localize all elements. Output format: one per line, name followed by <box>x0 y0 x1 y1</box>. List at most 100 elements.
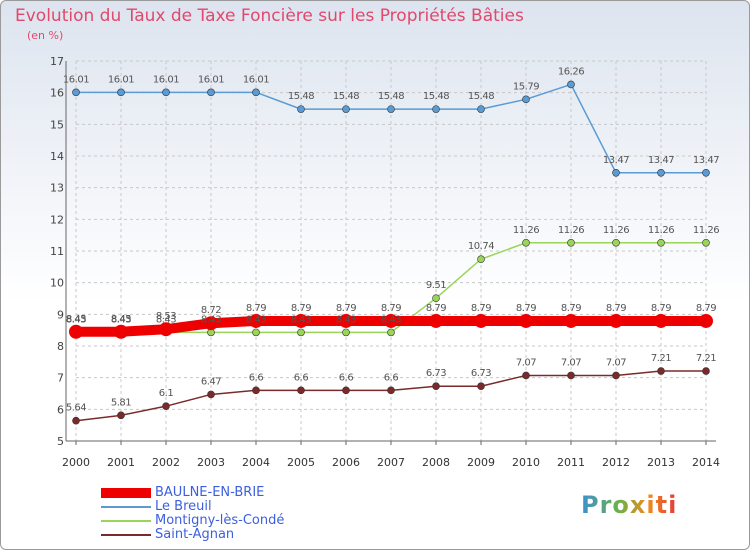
x-tick-label-2000: 2000 <box>62 456 90 469</box>
data-label-saint-agnan-2010: 7.07 <box>516 357 536 368</box>
legend-swatch-le-breuil <box>101 506 151 508</box>
data-label-le-breuil-2006: 15.48 <box>333 91 359 102</box>
data-label-montigny-les-conde-2014: 11.26 <box>693 225 719 236</box>
data-point-saint-agnan-2003 <box>207 390 215 399</box>
data-label-le-breuil-2012: 13.47 <box>603 155 629 166</box>
x-tick-label-2012: 2012 <box>602 456 630 469</box>
data-label-le-breuil-2013: 13.47 <box>648 155 674 166</box>
data-point-le-breuil-2007 <box>387 105 395 113</box>
data-label-le-breuil-2003: 16.01 <box>198 74 224 85</box>
data-label-le-breuil-2004: 16.01 <box>243 74 269 85</box>
y-axis-unit-label: (en %) <box>27 29 64 42</box>
legend-label-saint-agnan: Saint-Agnan <box>155 527 235 542</box>
series-layer <box>69 80 713 425</box>
data-point-le-breuil-2004 <box>252 88 260 97</box>
y-tick-label-7: 7 <box>57 372 64 385</box>
x-tick-label-2013: 2013 <box>647 456 675 469</box>
data-point-baulne-en-brie-2013 <box>654 313 668 328</box>
x-tick-label-2003: 2003 <box>197 456 225 469</box>
y-tick-label-15: 15 <box>50 118 64 131</box>
x-tick-label-2006: 2006 <box>332 456 360 469</box>
data-point-montigny-les-conde-2010 <box>522 238 530 247</box>
data-label-montigny-les-conde-2011: 11.26 <box>558 225 584 236</box>
data-point-montigny-les-conde-2009 <box>477 255 485 264</box>
y-tick-label-16: 16 <box>50 87 64 100</box>
data-point-montigny-les-conde-2014 <box>702 238 710 247</box>
data-point-saint-agnan-2001 <box>117 411 125 420</box>
y-tick-label-14: 14 <box>50 150 64 163</box>
data-label-le-breuil-2002: 16.01 <box>153 74 179 85</box>
data-point-le-breuil-2003 <box>207 88 215 97</box>
data-label-le-breuil-2011: 16.26 <box>558 66 584 77</box>
data-label-saint-agnan-2011: 7.07 <box>561 357 581 368</box>
data-point-saint-agnan-2009 <box>477 382 485 391</box>
data-point-saint-agnan-2002 <box>162 402 170 410</box>
data-point-le-breuil-2014 <box>702 168 710 177</box>
data-point-le-breuil-2013 <box>657 168 665 177</box>
data-point-saint-agnan-2000 <box>72 416 80 425</box>
legend-label-baulne-en-brie: BAULNE-EN-BRIE <box>155 485 265 500</box>
data-point-baulne-en-brie-2009 <box>474 313 488 328</box>
data-point-le-breuil-2008 <box>432 105 440 113</box>
data-point-baulne-en-brie-2004 <box>249 313 263 328</box>
data-label-montigny-les-conde-2000: 8.43 <box>66 314 86 325</box>
data-point-le-breuil-2012 <box>612 168 620 177</box>
y-tick-label-13: 13 <box>50 182 64 195</box>
x-tick-label-2001: 2001 <box>107 456 135 469</box>
data-point-montigny-les-conde-2012 <box>612 238 620 247</box>
data-label-montigny-les-conde-2003: 8.43 <box>201 314 221 325</box>
data-label-saint-agnan-2001: 5.81 <box>111 397 131 408</box>
data-label-saint-agnan-2012: 7.07 <box>606 357 626 368</box>
data-label-montigny-les-conde-2004: 8.43 <box>246 314 266 325</box>
data-label-saint-agnan-2009: 6.73 <box>471 368 491 379</box>
data-label-saint-agnan-2003: 6.47 <box>201 376 221 387</box>
axis-layer: 5 6 7 8 9 10 11 12 13 14 15 16 17 2000 2001 2002 2003 200… <box>50 55 720 469</box>
data-label-montigny-les-conde-2009: 10.74 <box>468 241 494 252</box>
data-point-saint-agnan-2007 <box>387 386 395 395</box>
data-point-montigny-les-conde-2006 <box>342 328 350 337</box>
data-point-saint-agnan-2006 <box>342 386 350 395</box>
y-tick-label-6: 6 <box>57 403 64 416</box>
data-label-montigny-les-conde-2010: 11.26 <box>513 225 539 236</box>
x-tick-label-2004: 2004 <box>242 456 270 469</box>
x-tick-label-2007: 2007 <box>377 456 405 469</box>
data-label-le-breuil-2005: 15.48 <box>288 91 314 102</box>
legend: BAULNE-EN-BRIE Le Breuil Montigny-lès-Co… <box>101 486 284 542</box>
data-label-saint-agnan-2006: 6.6 <box>339 372 354 383</box>
data-label-baulne-en-brie-2006: 8.79 <box>336 303 356 314</box>
data-label-baulne-en-brie-2003: 8.72 <box>201 305 221 316</box>
legend-swatch-saint-agnan <box>101 534 151 536</box>
data-label-baulne-en-brie-2005: 8.79 <box>291 303 311 314</box>
data-point-baulne-en-brie-2003 <box>204 316 218 331</box>
data-label-le-breuil-2001: 16.01 <box>108 74 134 85</box>
data-label-saint-agnan-2002: 6.1 <box>159 388 174 399</box>
data-label-montigny-les-conde-2012: 11.26 <box>603 225 629 236</box>
proxiti-logo[interactable]: Proxiti <box>581 491 678 519</box>
data-label-baulne-en-brie-2008: 8.79 <box>426 303 446 314</box>
data-label-saint-agnan-2014: 7.21 <box>696 353 716 364</box>
x-tick-label-2005: 2005 <box>287 456 315 469</box>
y-tick-label-9: 9 <box>57 308 64 321</box>
data-label-baulne-en-brie-2011: 8.79 <box>561 303 581 314</box>
data-label-baulne-en-brie-2002: 8.53 <box>156 311 176 322</box>
data-label-montigny-les-conde-2005: 8.43 <box>291 314 311 325</box>
data-label-baulne-en-brie-2012: 8.79 <box>606 303 626 314</box>
data-point-montigny-les-conde-2013 <box>657 238 665 247</box>
data-point-baulne-en-brie-2001 <box>114 324 128 339</box>
data-label-le-breuil-2010: 15.79 <box>513 81 539 92</box>
x-tick-label-2014: 2014 <box>692 456 720 469</box>
data-label-saint-agnan-2007: 6.6 <box>384 372 399 383</box>
data-label-le-breuil-2014: 13.47 <box>693 155 719 166</box>
data-label-montigny-les-conde-2007: 8.43 <box>381 314 401 325</box>
data-point-montigny-les-conde-2005 <box>297 328 305 337</box>
data-label-le-breuil-2007: 15.48 <box>378 91 404 102</box>
chart-title: Evolution du Taux de Taxe Foncière sur l… <box>15 6 524 26</box>
data-point-saint-agnan-2012 <box>612 371 620 380</box>
data-point-baulne-en-brie-2005 <box>294 313 308 328</box>
data-label-montigny-les-conde-2013: 11.26 <box>648 225 674 236</box>
x-tick-label-2002: 2002 <box>152 456 180 469</box>
grid-layer <box>75 60 707 442</box>
data-label-saint-agnan-2004: 6.6 <box>249 372 264 383</box>
data-point-montigny-les-conde-2011 <box>567 238 575 247</box>
